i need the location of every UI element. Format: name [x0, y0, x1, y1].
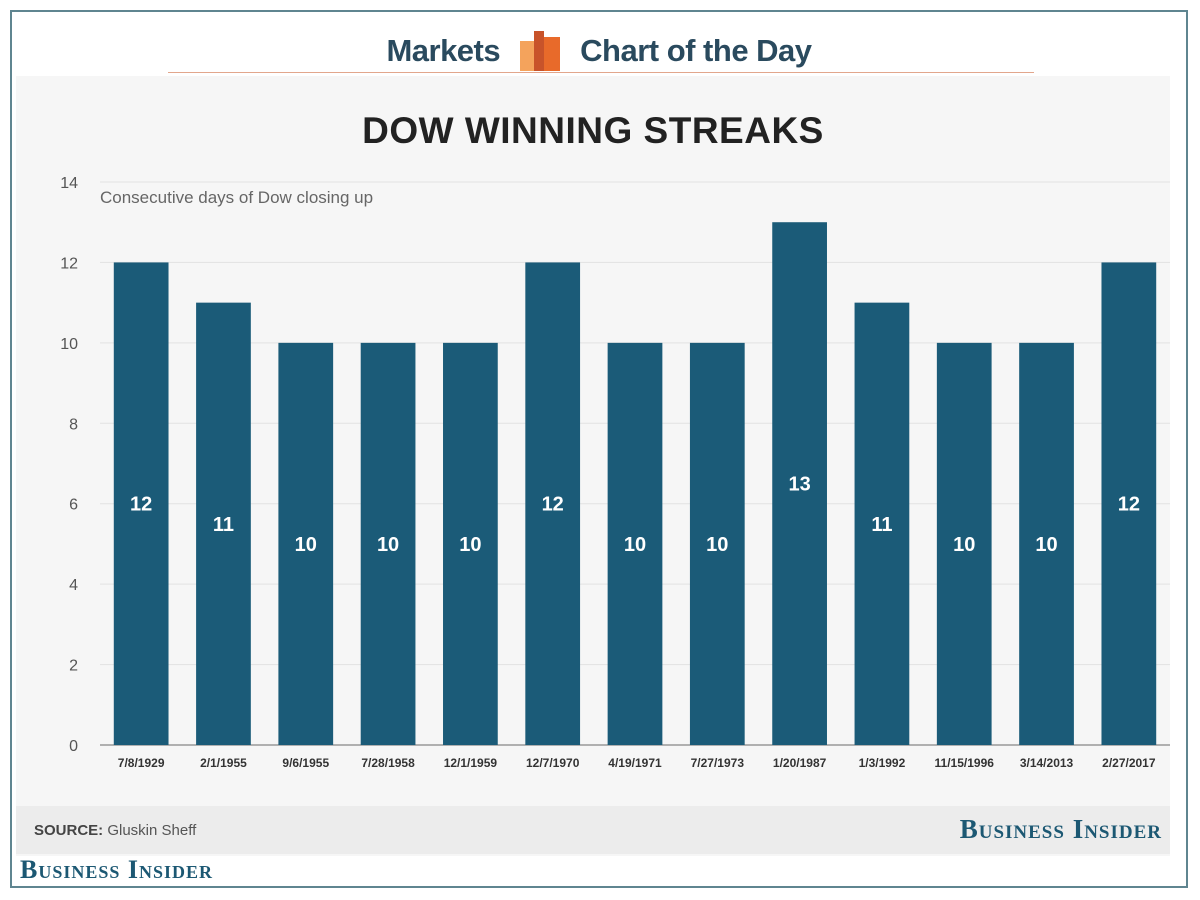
x-tick-label: 12/1/1959	[444, 756, 498, 770]
bar-value-label: 13	[788, 474, 810, 496]
x-tick-label: 4/19/1971	[608, 756, 662, 770]
chart-subtitle: Consecutive days of Dow closing up	[100, 188, 373, 207]
bar	[360, 342, 416, 745]
bar-value-label: 10	[953, 534, 975, 556]
bar	[772, 222, 827, 745]
bar	[689, 342, 745, 745]
y-tick-label: 0	[69, 738, 78, 755]
header-divider	[168, 72, 1034, 73]
x-tick-label: 1/3/1992	[859, 756, 906, 770]
x-tick-label: 11/15/1996	[935, 756, 995, 770]
bar	[525, 262, 581, 745]
x-tick-label: 1/20/1987	[773, 756, 827, 770]
y-tick-label: 14	[60, 175, 78, 192]
x-tick-label: 7/27/1973	[691, 756, 745, 770]
bar-value-label: 10	[706, 534, 728, 556]
bar-value-label: 10	[1035, 534, 1057, 556]
bar-value-label: 10	[377, 534, 399, 556]
x-tick-label: 3/14/2013	[1020, 756, 1074, 770]
y-tick-label: 6	[69, 497, 78, 514]
bar	[936, 342, 992, 745]
chart-title: DOW WINNING STREAKS	[362, 110, 824, 151]
bar-value-label: 10	[459, 534, 481, 556]
bar	[278, 342, 334, 745]
bar	[1101, 262, 1157, 745]
x-tick-label: 2/1/1955	[200, 756, 247, 770]
source-note: SOURCE: Gluskin Sheff	[34, 822, 196, 839]
chart-frame: Markets Chart of the Day DOW WINNING STR…	[10, 10, 1188, 888]
x-tick-label: 7/28/1958	[361, 756, 415, 770]
x-tick-label: 2/27/2017	[1102, 756, 1156, 770]
x-tick-label: 7/8/1929	[118, 756, 165, 770]
bar-value-label: 11	[871, 514, 892, 536]
bar	[1019, 342, 1074, 745]
business-insider-logo-bottom: Business Insider	[20, 855, 214, 884]
header-chart-of-the-day-label: Chart of the Day	[580, 33, 812, 68]
bar	[196, 302, 251, 745]
bar	[113, 262, 169, 745]
y-tick-label: 2	[69, 658, 78, 675]
bar	[607, 342, 663, 745]
source-label: SOURCE:	[34, 822, 104, 839]
x-tick-label: 12/7/1970	[526, 756, 580, 770]
bar-stack-logo-icon	[520, 31, 561, 71]
header-markets-label: Markets	[386, 33, 501, 68]
footer-bar: SOURCE: Gluskin Sheff Business Insider	[16, 806, 1170, 854]
bar	[854, 302, 910, 745]
chart-panel: DOW WINNING STREAKS 0 2 4 6 8 10 12 14 12 7/8/192…	[16, 76, 1170, 856]
bar-value-label: 12	[542, 494, 564, 516]
y-tick-label: 4	[69, 577, 78, 594]
bar-value-label: 11	[213, 514, 234, 536]
y-tick-label: 12	[60, 255, 78, 272]
bar-chart: 0 2 4 6 8 10 12 14 12 7/8/1929 11 2/1/1955 10 9/6/195…	[60, 175, 1170, 770]
business-insider-logo-right: Business Insider	[959, 814, 1162, 844]
y-tick-label: 10	[60, 336, 78, 353]
bar	[443, 342, 498, 745]
source-text: Gluskin Sheff	[107, 822, 197, 839]
bar-value-label: 12	[1118, 494, 1140, 516]
header: Markets Chart of the Day	[12, 26, 1186, 76]
y-tick-label: 8	[69, 416, 78, 433]
bar-value-label: 10	[295, 534, 317, 556]
bar-value-label: 12	[130, 494, 152, 516]
x-tick-label: 9/6/1955	[282, 756, 329, 770]
bar-value-label: 10	[624, 534, 646, 556]
